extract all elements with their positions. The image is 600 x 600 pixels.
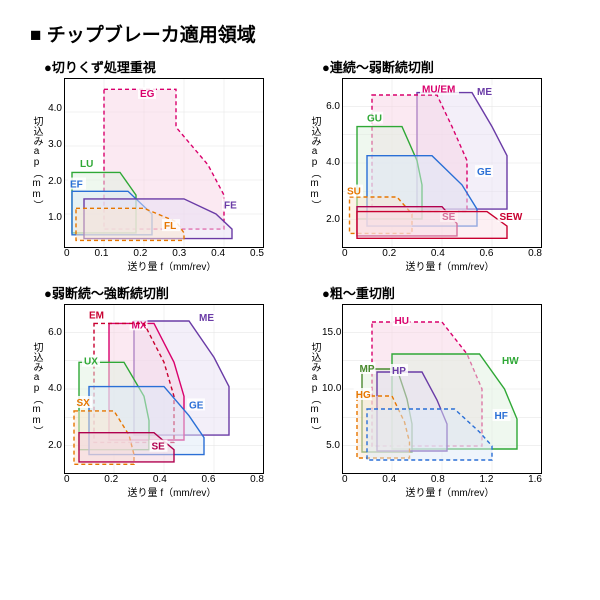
plot-area: MEMXEMUXGESXSE (64, 304, 264, 474)
plot-area: HU HW MP HP HG HF (342, 304, 542, 474)
region-label: SU (347, 187, 361, 198)
region-label: EG (140, 89, 155, 100)
plot-area: MEMU/EMGUGESUSESEW (342, 78, 542, 248)
region-label: HG (356, 390, 371, 401)
x-axis-label: 送り量 f（mm/rev） (342, 258, 558, 273)
y-ticks: 6.04.02.0 (322, 78, 342, 248)
chart-title: ●切りくず処理重視 (44, 57, 280, 76)
region-label: LU (80, 159, 93, 170)
chart-panel: ●弱断続～強断続切削切込みap（mm）6.04.02.0MEMXEMUXGESX… (30, 281, 280, 499)
y-axis-label: 切込みap（mm） (30, 116, 44, 210)
region-label: MU/EM (422, 85, 455, 96)
y-ticks: 15.010.05.0 (322, 304, 342, 474)
plot-area: EG LU EF FE FL (64, 78, 264, 248)
region-label: HU (395, 316, 409, 327)
x-axis-label: 送り量 f（mm/rev） (64, 484, 280, 499)
region-label: EF (70, 180, 83, 191)
region-label: EM (89, 311, 104, 322)
x-axis-label: 送り量 f（mm/rev） (64, 258, 280, 273)
chart-title: ●連続～弱断続切削 (322, 57, 558, 76)
region-label: MP (360, 364, 375, 375)
x-axis-label: 送り量 f（mm/rev） (342, 484, 558, 499)
region-label: FE (224, 200, 237, 211)
y-axis-label: 切込みap（mm） (308, 342, 322, 436)
region-label: HF (495, 411, 508, 422)
charts-grid: ●切りくず処理重視切込みap（mm）4.03.02.01.0EGLUEFFEFL… (30, 55, 570, 499)
region-label: HP (392, 366, 406, 377)
region-label: GU (367, 114, 382, 125)
region-label: GE (477, 167, 492, 178)
region-label: SEW (500, 212, 523, 223)
chart-title: ●粗～重切削 (322, 283, 558, 302)
y-axis-label: 切込みap（mm） (30, 342, 44, 436)
chart-panel: ●切りくず処理重視切込みap（mm）4.03.02.01.0 EG LU EF FE FL… (30, 55, 280, 273)
chart-panel: ●連続～弱断続切削切込みap（mm）6.04.02.0 ME MU/EM GU GE SU… (308, 55, 558, 273)
y-axis-label: 切込みap（mm） (308, 116, 322, 210)
chart-title: ●弱断続～強断続切削 (44, 283, 280, 302)
page-title: ■ チップブレーカ適用領域 (30, 20, 570, 47)
region-shape (357, 212, 507, 239)
chart-panel: ●粗～重切削切込みap（mm）15.010.05.0HUHWMPHPHGHF00… (308, 281, 558, 499)
region-label: ME (477, 87, 492, 98)
region-label: UX (84, 357, 98, 368)
y-ticks: 4.03.02.01.0 (44, 78, 64, 248)
y-ticks: 6.04.02.0 (44, 304, 64, 474)
region-label: GE (189, 400, 204, 411)
region-label: FL (164, 221, 176, 232)
region-label: HW (502, 356, 519, 367)
region-label: SE (152, 442, 166, 453)
region-label: SX (77, 398, 91, 409)
region-label: ME (199, 313, 214, 324)
